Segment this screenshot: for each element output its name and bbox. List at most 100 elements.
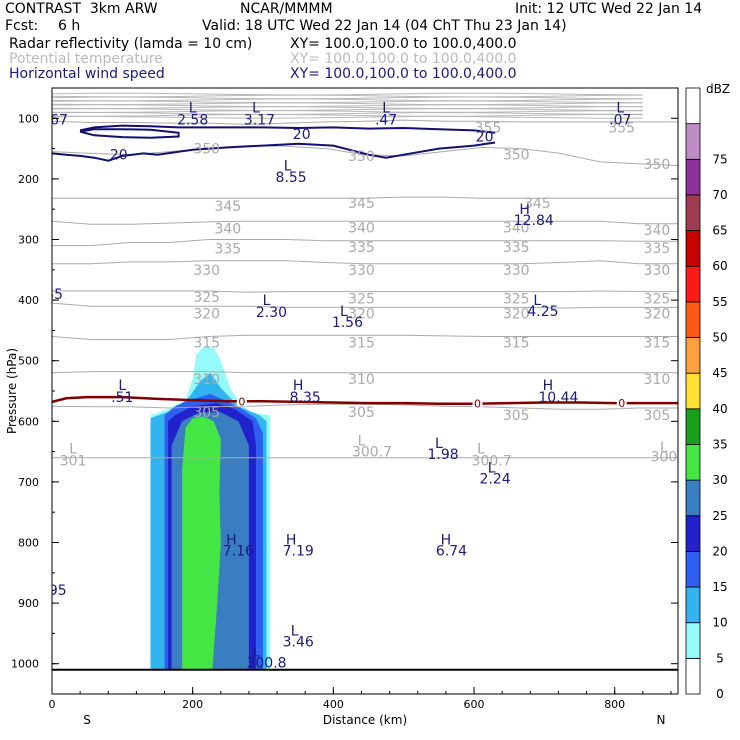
theta-contour-325: [52, 290, 678, 293]
wind-label: L: [252, 100, 260, 116]
wind-label: 3.46: [283, 634, 314, 650]
colorbar-swatch: [685, 87, 701, 125]
field-xy-reflectivity: XY= 100.0,100.0 to 100.0,400.0: [290, 36, 517, 52]
upper-theta-band: [52, 110, 643, 113]
colorbar-label: 60: [712, 259, 727, 273]
colorbar-label: 0: [716, 687, 724, 701]
wind-label: L: [252, 645, 260, 661]
colorbar-swatch: [685, 551, 701, 588]
x-tick-label: 400: [323, 698, 344, 711]
colorbar-label: 50: [712, 331, 727, 345]
organization: NCAR/MMMM: [240, 1, 333, 17]
colorbar-swatch: [685, 301, 701, 338]
zero-label-bg: [616, 398, 627, 409]
wind-label: L: [189, 100, 197, 116]
colorbar-swatch: [685, 408, 701, 445]
theta-contour-345: [52, 196, 678, 199]
theta-label: 350: [503, 148, 530, 164]
theta-label: 310: [193, 372, 220, 388]
theta-label: 305: [348, 405, 375, 421]
theta-label: 305: [503, 408, 530, 424]
y-tick-label: 600: [18, 415, 39, 428]
theta-label: 300.7: [472, 454, 512, 470]
upper-theta-band: [52, 104, 643, 108]
theta-label: L: [477, 442, 485, 458]
theta-label: 350: [644, 157, 671, 173]
axis-end-label-south: S: [83, 713, 91, 727]
theta-contour-310: [52, 371, 678, 374]
theta-contour-315: [52, 334, 678, 340]
theta-label: 320: [503, 306, 530, 322]
upper-theta-band: [52, 96, 643, 100]
zero-label: 0: [618, 397, 625, 410]
theta-label: 355: [475, 120, 502, 136]
wind-label: L: [616, 100, 624, 116]
colorbar-swatch: [685, 337, 701, 374]
x-tick-label: 800: [604, 698, 625, 711]
wind-label: H: [543, 378, 554, 394]
theta-contours: [52, 119, 678, 459]
theta-label: 305: [193, 405, 220, 421]
theta-label: 320: [193, 306, 220, 322]
colorbar-swatch: [685, 444, 701, 481]
wind-label: 35: [45, 287, 63, 303]
zero-label: 0: [238, 395, 245, 408]
theta-label: 315: [503, 336, 530, 352]
theta-label: 350: [348, 149, 375, 165]
upper-theta-band: [52, 115, 643, 119]
colorbar-label: 30: [712, 473, 727, 487]
y-tick-label: 100: [18, 112, 39, 125]
theta-label: L: [69, 442, 77, 458]
field-name-reflectivity: Radar reflectivity (lamda = 10 cm): [9, 36, 253, 52]
colorbar-unit: dBZ: [706, 82, 730, 96]
upper-theta-band: [52, 111, 643, 115]
wind-label: H: [226, 532, 237, 548]
wind-label: H: [293, 378, 304, 394]
colorbar-swatch: [685, 158, 701, 196]
colorbar-swatch: [685, 657, 701, 695]
colorbar-swatch: [685, 622, 701, 659]
theta-label: 320: [348, 306, 375, 322]
reflectivity-30-dbz: [182, 416, 221, 670]
x-tick-label: 600: [464, 698, 485, 711]
theta-label: 340: [644, 223, 671, 239]
colorbar-label: 65: [712, 224, 727, 238]
zero-label-bg: [236, 396, 247, 407]
wind-contours: [52, 124, 496, 162]
fcst-value: 6 h: [58, 18, 81, 34]
model-name: CONTRAST 3km ARW: [5, 1, 158, 17]
wind-label: 12.84: [514, 213, 554, 229]
theta-label: 345: [214, 199, 241, 215]
theta-label: 325: [644, 291, 671, 307]
x-tick-label: 0: [49, 698, 56, 711]
field-name-wind: Horizontal wind speed: [9, 66, 165, 82]
zero-label-bg: [472, 398, 483, 409]
theta-label: 315: [193, 336, 220, 352]
wind-label: H: [519, 202, 530, 218]
wind-label: 4.25: [527, 304, 558, 320]
wind-label: L: [435, 436, 443, 452]
wind-label: 2.30: [256, 305, 287, 321]
wind-label: L: [382, 100, 390, 116]
theta-label: 301: [60, 454, 87, 470]
upper-theta-band: [52, 98, 643, 102]
wind-label: L: [118, 378, 126, 394]
colorbar-swatch: [685, 265, 701, 303]
zero-contour-line: [52, 395, 678, 405]
colorbar-label: 70: [712, 188, 727, 202]
colorbar-label: 5: [716, 651, 724, 665]
y-axis-label: Pressure (hPa): [5, 348, 19, 434]
theta-label: 345: [348, 196, 375, 212]
theta-label: 335: [214, 242, 241, 258]
reflectivity-fill: [150, 347, 270, 670]
theta-contour-320: [52, 302, 678, 309]
upper-theta-band: [52, 94, 643, 98]
theta-label: 310: [644, 372, 671, 388]
y-tick-label: 500: [18, 355, 39, 368]
wind-label: 7.19: [283, 543, 314, 559]
y-tick-label: 200: [18, 173, 39, 186]
y-tick-label: 900: [18, 597, 39, 610]
valid-time: Valid: 18 UTC Wed 22 Jan 14 (04 ChT Thu …: [202, 18, 567, 34]
theta-contour-340: [52, 220, 678, 225]
